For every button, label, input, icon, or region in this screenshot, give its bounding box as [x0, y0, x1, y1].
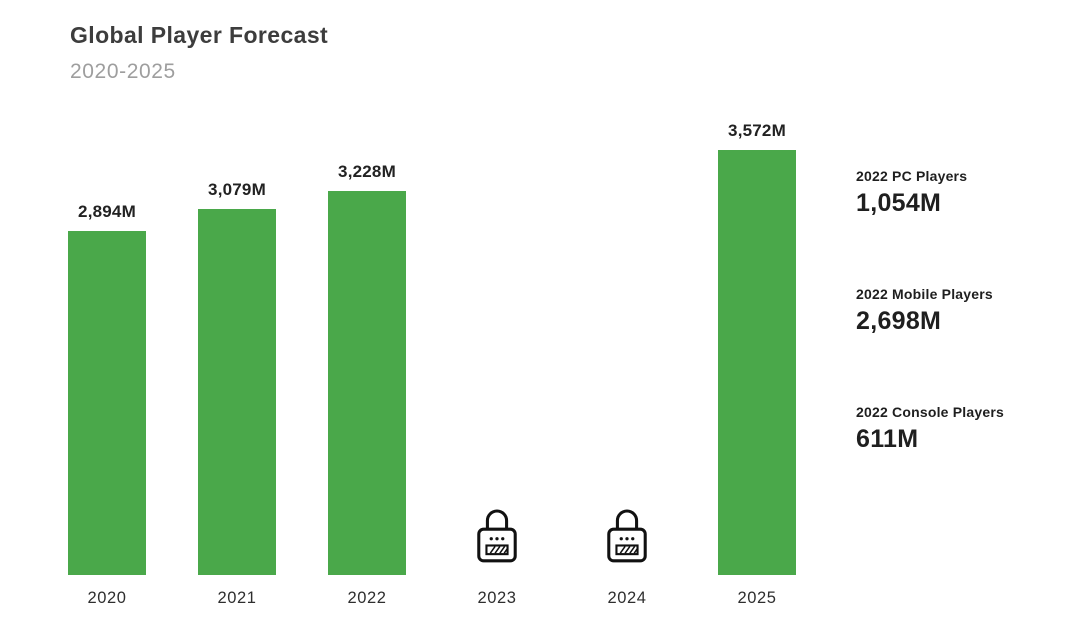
axis-label-2020: 2020 — [87, 589, 127, 607]
stat-block: 2022 Mobile Players 2,698M — [856, 286, 1004, 336]
chart-column-plot: 3,228M — [328, 105, 406, 575]
chart-column-plot — [458, 105, 536, 575]
bar-2021 — [198, 209, 276, 575]
stat-block: 2022 PC Players 1,054M — [856, 168, 1004, 218]
stat-value: 1,054M — [856, 189, 942, 217]
stat-block: 2022 Console Players 611M — [856, 404, 1004, 454]
chart-column-2025: 3,572M 2025 — [718, 105, 796, 608]
lock-icon — [474, 503, 520, 565]
chart-column-plot: 3,572M — [718, 105, 796, 575]
stat-label: 2022 PC Players — [856, 168, 968, 184]
chart-column-plot: 3,079M — [198, 105, 276, 575]
axis-label-2024: 2024 — [607, 589, 647, 607]
chart-column-plot: 2,894M — [68, 105, 146, 575]
chart-column-2021: 3,079M 2021 — [198, 105, 276, 608]
axis-label-2022: 2022 — [347, 589, 387, 607]
axis-label-2025: 2025 — [737, 589, 777, 607]
chart-column-2023: 2023 — [458, 105, 536, 608]
stat-label: 2022 Console Players — [856, 404, 1004, 420]
stat-value: 611M — [856, 425, 919, 453]
chart-column-2024: 2024 — [588, 105, 666, 608]
chart-title: Global Player Forecast — [70, 22, 329, 48]
stat-value: 2,698M — [856, 307, 942, 335]
stats-panel: 2022 PC Players 1,054M 2022 Mobile Players… — [856, 168, 1004, 522]
chart-column-plot — [588, 105, 666, 575]
bar-chart: 2,894M 2020 3,079M 2021 3,228M 2022 2023 2024 3,… — [68, 105, 796, 608]
chart-subtitle: 2020-2025 — [70, 60, 176, 83]
bar-2025 — [718, 150, 796, 575]
chart-column-2020: 2,894M 2020 — [68, 105, 146, 608]
bar-2022 — [328, 191, 406, 575]
bar-value-label: 3,572M — [728, 121, 786, 140]
chart-column-2022: 3,228M 2022 — [328, 105, 406, 608]
lock-icon — [604, 503, 650, 565]
stat-label: 2022 Mobile Players — [856, 286, 993, 302]
axis-label-2021: 2021 — [217, 589, 257, 607]
axis-label-2023: 2023 — [477, 589, 517, 607]
bar-value-label: 3,228M — [338, 162, 396, 181]
bar-value-label: 2,894M — [78, 202, 136, 221]
bar-value-label: 3,079M — [208, 180, 266, 199]
bar-2020 — [68, 231, 146, 575]
